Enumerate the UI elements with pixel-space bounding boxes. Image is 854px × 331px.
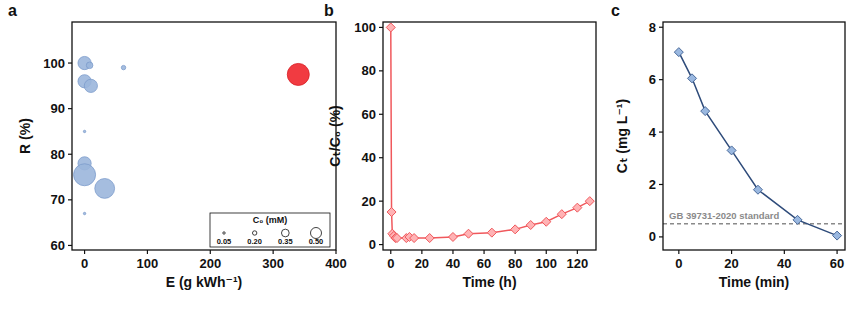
x-tick-label: 400 xyxy=(325,256,347,271)
reference-label: GB 39731-2020 standard xyxy=(669,210,780,221)
y-tick-label: 100 xyxy=(354,20,376,35)
y-tick-label: 100 xyxy=(43,56,65,71)
panel-c: c 0 20 40 60 0 2 4 6 8 Time (min) Cₜ (mg L⁻¹) GB 397… xyxy=(611,2,845,290)
y-tick-label: 6 xyxy=(649,72,656,87)
y-axis-title: R (%) xyxy=(17,118,33,154)
x-tick-label: 100 xyxy=(535,256,557,271)
marker xyxy=(753,185,762,194)
panel-letter: c xyxy=(611,2,620,19)
marker xyxy=(557,210,566,219)
marker xyxy=(410,234,419,243)
legend-bubble xyxy=(223,232,225,234)
plot-frame xyxy=(663,22,845,250)
bubble xyxy=(84,79,97,92)
x-tick-label: 80 xyxy=(508,256,522,271)
figure: a010020030040060708090100E (g kWh⁻¹)R (%… xyxy=(0,0,854,331)
bubble xyxy=(86,62,93,69)
bubble xyxy=(121,65,125,69)
series-line xyxy=(391,27,590,238)
bubble xyxy=(83,212,85,214)
x-tick-label: 40 xyxy=(777,256,791,271)
panel-a: a 0 100 200 300 400 60 70 80 90 100 E (g kWh⁻¹) R (%… xyxy=(8,2,347,290)
bubble xyxy=(95,179,115,199)
y-tick-label: 8 xyxy=(649,20,656,35)
plot-frame xyxy=(72,22,336,250)
marker xyxy=(511,225,520,234)
x-tick-label: 100 xyxy=(137,256,159,271)
x-tick-label: 20 xyxy=(415,256,429,271)
legend-box xyxy=(210,213,330,247)
plot-area xyxy=(663,48,845,240)
bubble xyxy=(83,130,85,132)
marker xyxy=(487,228,496,237)
x-axis-title: Time (h) xyxy=(462,274,516,290)
marker xyxy=(793,215,802,224)
y-tick-label: 60 xyxy=(362,107,376,122)
marker xyxy=(464,229,473,238)
x-tick-label: 60 xyxy=(477,256,491,271)
y-tick-label: 60 xyxy=(51,238,65,253)
marker xyxy=(542,217,551,226)
marker xyxy=(674,48,683,57)
legend-bubble xyxy=(281,229,289,237)
legend-title: C₀ (mM) xyxy=(253,215,288,225)
y-tick-label: 2 xyxy=(649,177,656,192)
x-tick-label: 200 xyxy=(199,256,221,271)
x-tick-label: 20 xyxy=(724,256,738,271)
x-tick-label: 300 xyxy=(262,256,284,271)
y-tick-label: 90 xyxy=(51,101,65,116)
x-tick-label: 0 xyxy=(81,256,88,271)
marker xyxy=(392,234,401,243)
legend-label: 0.35 xyxy=(278,237,293,246)
marker xyxy=(386,23,395,32)
legend-label: 0.05 xyxy=(217,237,232,246)
x-tick-label: 40 xyxy=(446,256,460,271)
plot-area xyxy=(74,56,310,214)
marker xyxy=(833,231,842,240)
bubble xyxy=(287,63,309,85)
panel-letter: b xyxy=(324,2,334,19)
marker xyxy=(387,208,396,217)
marker xyxy=(425,234,434,243)
y-tick-label: 0 xyxy=(649,229,656,244)
marker xyxy=(526,221,535,230)
x-axis-title: Time (min) xyxy=(719,274,790,290)
x-tick-label: 60 xyxy=(830,256,844,271)
legend-bubble xyxy=(252,231,256,235)
y-tick-label: 4 xyxy=(649,125,657,140)
y-tick-label: 20 xyxy=(362,194,376,209)
marker xyxy=(701,107,710,116)
y-tick-label: 0 xyxy=(369,237,376,252)
plot-frame xyxy=(383,22,596,250)
x-axis-title: E (g kWh⁻¹) xyxy=(166,274,243,290)
panel-letter: a xyxy=(8,2,17,19)
marker xyxy=(585,197,594,206)
series-line xyxy=(679,52,837,235)
x-tick-label: 0 xyxy=(387,256,394,271)
y-tick-label: 40 xyxy=(362,150,376,165)
y-tick-label: 70 xyxy=(51,192,65,207)
y-tick-label: 80 xyxy=(51,147,65,162)
legend-label: 0.20 xyxy=(247,237,262,246)
x-tick-label: 120 xyxy=(566,256,588,271)
legend-label: 0.50 xyxy=(309,237,324,246)
reference-line xyxy=(663,223,845,225)
y-axis-title: Cₜ (mg L⁻¹) xyxy=(614,99,630,173)
y-axis-title: Cₜ/C₀ (%) xyxy=(327,105,343,167)
y-tick-label: 80 xyxy=(362,63,376,78)
marker xyxy=(727,146,736,155)
bubble xyxy=(74,164,96,186)
panel-b: b 0 20 40 60 80 100 120 0 20 40 60 80 100 Time (h) Cₜ/C… xyxy=(324,2,596,290)
marker xyxy=(688,74,697,83)
plot-area xyxy=(386,23,594,243)
marker xyxy=(448,232,457,241)
x-tick-label: 0 xyxy=(675,256,682,271)
marker xyxy=(573,203,582,212)
